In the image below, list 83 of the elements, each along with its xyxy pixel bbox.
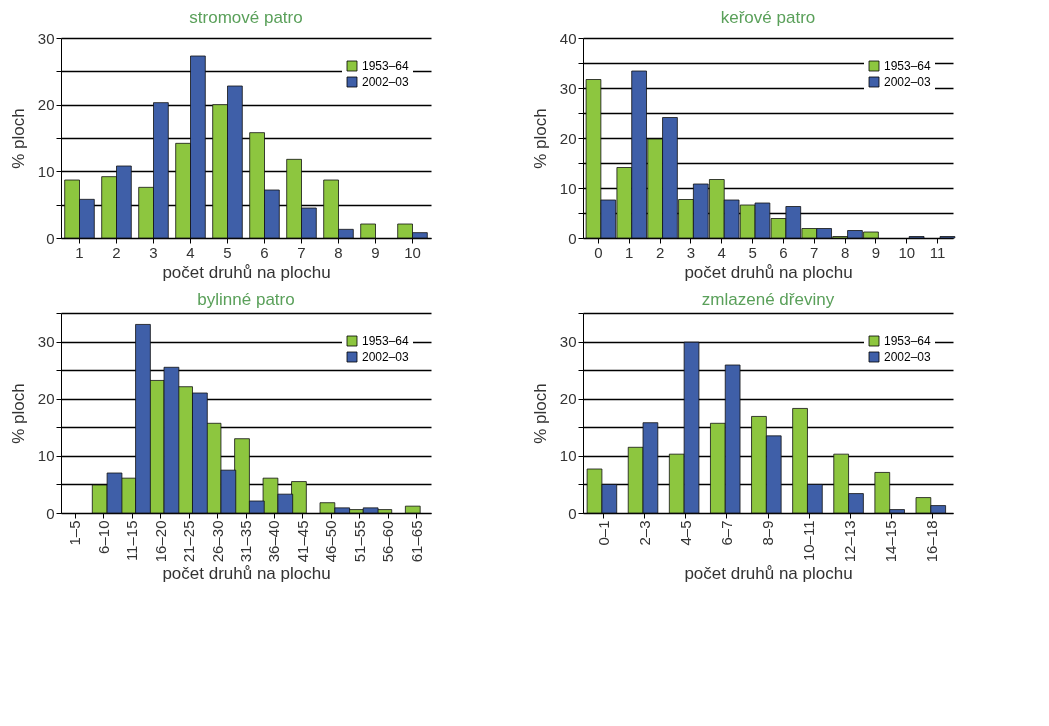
x-tick-label: 5 [223, 243, 232, 261]
x-tick-label: 9 [871, 243, 881, 261]
legend-label: 2002–03 [884, 75, 932, 89]
x-tick-label: 16–20 [151, 520, 169, 563]
x-tick-label: 36–40 [265, 520, 283, 563]
x-tick-label: 9 [371, 243, 380, 261]
y-axis-title: % ploch [8, 108, 28, 169]
x-tick-label: 2 [655, 243, 665, 261]
x-tick-label: 2–3 [635, 520, 653, 546]
y-tick-label: 10 [37, 447, 55, 465]
y-tick-label: 20 [559, 129, 577, 147]
bar [404, 505, 421, 514]
x-tick-label: 6–10 [94, 520, 112, 554]
legend-label: 1953–64 [362, 334, 410, 348]
y-tick-label: 30 [37, 333, 55, 351]
chart-title: zmlazené dřeviny [701, 289, 835, 309]
x-tick-label: 0 [594, 243, 603, 261]
x-tick-label: 1 [75, 243, 84, 261]
x-tick-label: 46–50 [322, 520, 340, 563]
y-tick-label: 20 [37, 96, 55, 114]
x-tick-label: 2 [112, 243, 121, 261]
x-tick-label: 6 [779, 243, 788, 261]
y-tick-label: 0 [568, 504, 577, 522]
x-tick-label: 4 [186, 243, 195, 261]
x-tick-label: 10 [898, 243, 916, 261]
x-tick-label: 8 [840, 243, 850, 261]
x-tick-label: 11–15 [123, 520, 141, 562]
chart-title: stromové patro [189, 8, 303, 27]
x-tick-label: 1–5 [66, 520, 84, 546]
y-tick-label: 10 [37, 162, 55, 180]
x-tick-label: 61–65 [407, 520, 425, 563]
x-tick-label: 6–7 [717, 520, 735, 546]
x-tick-label: 8 [334, 243, 343, 261]
x-tick-label: 10 [404, 243, 421, 261]
x-tick-label: 16–18 [923, 520, 941, 563]
y-tick-label: 20 [37, 390, 55, 408]
x-axis-title: počet druhů na plochu [684, 564, 853, 584]
x-tick-label: 31–35 [237, 520, 254, 563]
y-tick-label: 30 [37, 29, 55, 47]
legend-label: 2002–03 [362, 350, 410, 364]
y-tick-label: 0 [46, 229, 55, 247]
x-tick-label: 26–30 [208, 520, 226, 563]
x-tick-label: 4–5 [676, 520, 694, 546]
x-tick-label: 3 [149, 243, 158, 261]
legend-label: 2002–03 [884, 350, 932, 364]
x-tick-label: 7 [297, 243, 306, 261]
x-tick-label: 14–15 [882, 520, 900, 563]
x-tick-label: 4 [717, 243, 726, 261]
legend-label: 1953–64 [362, 59, 410, 73]
y-axis-title: % ploch [530, 108, 550, 169]
x-tick-label: 5 [748, 243, 757, 261]
x-tick-label: 8–9 [759, 520, 776, 546]
x-axis-title: počet druhů na plochu [162, 564, 331, 584]
chart-title: bylinné patro [197, 289, 295, 309]
x-tick-label: 12–13 [841, 520, 859, 563]
y-tick-label: 20 [559, 390, 577, 408]
x-tick-label: 10–11 [800, 520, 818, 562]
y-tick-label: 0 [568, 229, 577, 247]
y-tick-label: 30 [559, 79, 577, 97]
legend-label: 1953–64 [884, 334, 932, 348]
x-tick-label: 7 [810, 243, 819, 261]
x-tick-label: 1 [625, 243, 634, 261]
x-tick-label: 41–45 [293, 520, 311, 563]
y-axis-title: % ploch [530, 383, 550, 444]
legend-label: 2002–03 [362, 75, 410, 89]
x-tick-label: 56–60 [379, 520, 397, 563]
y-axis-title: % ploch [8, 383, 28, 444]
x-axis-title: počet druhů na plochu [162, 262, 331, 282]
x-tick-label: 11 [929, 243, 946, 261]
y-tick-label: 10 [559, 447, 577, 465]
y-tick-label: 40 [559, 29, 577, 47]
y-tick-label: 10 [559, 179, 577, 197]
y-tick-label: 0 [46, 504, 55, 522]
x-tick-label: 3 [686, 243, 696, 261]
chart-title: keřové patro [720, 8, 816, 27]
y-tick-label: 30 [559, 333, 577, 351]
x-tick-label: 51–55 [350, 520, 368, 563]
bar [360, 223, 376, 239]
x-axis-title: počet druhů na plochu [684, 262, 853, 282]
x-tick-label: 0–1 [594, 520, 612, 546]
x-tick-label: 6 [260, 243, 269, 261]
legend-label: 1953–64 [884, 59, 932, 73]
x-tick-label: 21–25 [180, 520, 198, 563]
